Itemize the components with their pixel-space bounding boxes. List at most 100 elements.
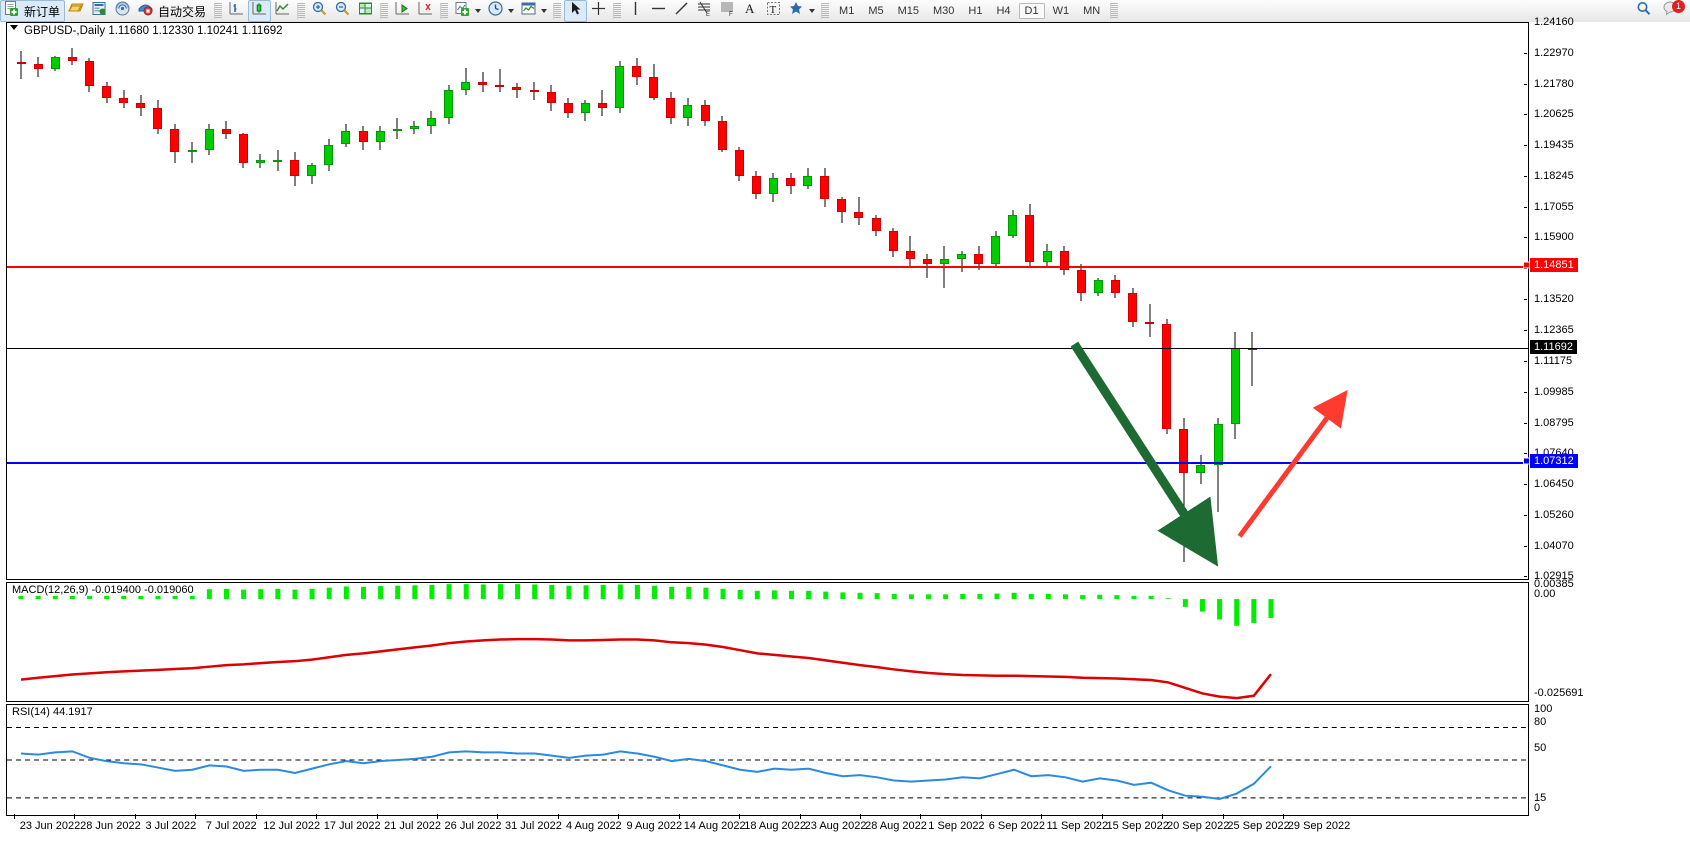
level-handle[interactable]	[1523, 261, 1530, 269]
candle	[683, 97, 693, 127]
candle-wick	[499, 68, 501, 93]
toolbar-separator	[553, 3, 562, 19]
channel-icon: F	[719, 0, 736, 22]
price-axis[interactable]: 1.24160 1.22970 1.21780 1.20625 1.19435 1.182…	[1523, 16, 1678, 814]
search-button[interactable]	[1632, 1, 1655, 21]
candle-body	[700, 105, 710, 122]
date-axis[interactable]: 23 Jun 2022 28 Jun 2022 3 Jul 2022 7 Jul 20…	[6, 814, 1527, 842]
candle	[461, 67, 471, 95]
data-window-button[interactable]	[354, 1, 377, 21]
tick-mark	[1524, 84, 1527, 86]
vline-button[interactable]	[624, 1, 647, 21]
price-pane[interactable]	[6, 22, 1529, 580]
chevron-down-icon[interactable]	[541, 9, 548, 13]
timeframe-h4[interactable]: H4	[996, 5, 1011, 17]
candle-body	[991, 235, 1001, 265]
date-tick-label: 11 Sep 2022	[1046, 820, 1109, 832]
zoom-out-icon	[334, 0, 351, 22]
indicators-button[interactable]	[451, 1, 484, 21]
candle	[1128, 287, 1137, 328]
current-price-tag[interactable]: 1.11692	[1530, 340, 1577, 355]
date-tick	[980, 814, 982, 819]
level-line[interactable]	[7, 348, 1528, 350]
new-order-button[interactable]: 新订单	[0, 0, 66, 22]
price-tick-label: 1.05260	[1534, 508, 1574, 521]
notifications-button[interactable]: 1	[1659, 0, 1685, 21]
candle-chart-icon	[251, 0, 268, 22]
candle	[803, 167, 813, 189]
folder-button[interactable]	[65, 1, 88, 21]
chart-shift-button[interactable]	[391, 1, 414, 21]
timeframe-m1[interactable]: M1	[839, 5, 855, 17]
shapes-button[interactable]	[785, 1, 818, 21]
period-button[interactable]	[484, 1, 517, 21]
trendline-button[interactable]	[670, 1, 693, 21]
timeframe-m30[interactable]: M30	[933, 5, 955, 17]
candle-body	[803, 175, 813, 187]
terminal-button[interactable]	[88, 1, 111, 21]
timeframe-m15[interactable]: M15	[897, 5, 919, 17]
level-handle[interactable]	[1523, 457, 1530, 465]
macd-pane[interactable]: MACD(12,26,9) -0.019400 -0.019060	[6, 582, 1529, 702]
macd-axis-label: 0.00	[1534, 588, 1556, 600]
hline-button[interactable]	[647, 1, 670, 21]
line-chart-button[interactable]	[271, 1, 294, 21]
candle-body	[1145, 321, 1155, 325]
rsi-pane[interactable]: RSI(14) 44.1917	[6, 704, 1529, 816]
bar-chart-button[interactable]	[225, 1, 248, 21]
date-tick	[920, 814, 922, 819]
date-tick	[739, 814, 741, 819]
candle-body	[102, 85, 111, 98]
tick-mark	[1524, 422, 1527, 424]
candle	[700, 100, 710, 127]
label-button[interactable]: T	[762, 1, 785, 21]
ask-price-tag[interactable]: 1.14851	[1523, 257, 1578, 272]
support-price-tag[interactable]: 1.07312	[1523, 454, 1578, 469]
autoscroll-button[interactable]	[414, 1, 437, 21]
bar-chart-icon	[228, 0, 245, 22]
cursor-button[interactable]	[564, 0, 588, 22]
period-icon	[487, 0, 504, 22]
channel-button[interactable]: F	[716, 1, 739, 21]
date-tick-label: 20 Sep 2022	[1166, 820, 1230, 832]
timeframe-w1[interactable]: W1	[1052, 5, 1070, 17]
candle	[717, 115, 727, 153]
timeframe-d1[interactable]: D1	[1018, 3, 1045, 19]
rsi-axis-label: 15	[1534, 792, 1547, 804]
fibo-button[interactable]: E	[693, 1, 716, 21]
toolbar-separator	[821, 3, 830, 19]
zoom-out-button[interactable]	[331, 1, 354, 21]
crosshair-button[interactable]	[587, 1, 610, 21]
candle	[153, 100, 163, 135]
tick-mark	[1524, 53, 1527, 55]
timeframe-h1[interactable]: H1	[968, 5, 983, 17]
notification-badge: 1	[1672, 0, 1685, 13]
chart-collapse-icon[interactable]	[10, 25, 18, 30]
zoom-in-button[interactable]	[308, 1, 331, 21]
signals-button[interactable]	[111, 1, 134, 21]
candle	[478, 71, 488, 93]
candle-body	[341, 131, 351, 145]
text-button[interactable]: A	[739, 1, 762, 21]
chevron-down-icon[interactable]	[475, 9, 482, 13]
candle	[307, 162, 317, 184]
level-line[interactable]	[7, 265, 1528, 268]
level-line[interactable]	[7, 462, 1528, 465]
timeframe-m5[interactable]: M5	[868, 5, 884, 17]
candle	[16, 50, 26, 80]
chevron-down-icon[interactable]	[508, 9, 515, 13]
date-tick-label: 9 Aug 2022	[626, 820, 683, 832]
candle-body	[1128, 293, 1137, 322]
timeframe-mn[interactable]: MN	[1083, 5, 1101, 17]
templates-icon	[520, 0, 537, 22]
templates-button[interactable]	[517, 1, 550, 21]
tick-mark	[1524, 237, 1527, 239]
price-tick-label: 1.15900	[1534, 231, 1574, 244]
date-tick	[1283, 814, 1284, 819]
auto-trading-button[interactable]: 自动交易	[134, 1, 211, 21]
chevron-down-icon[interactable]	[809, 9, 816, 13]
candle-body	[820, 175, 830, 200]
price-tick-label: 1.21780	[1534, 78, 1574, 91]
candle	[273, 149, 282, 171]
candle-chart-button[interactable]	[248, 0, 272, 22]
